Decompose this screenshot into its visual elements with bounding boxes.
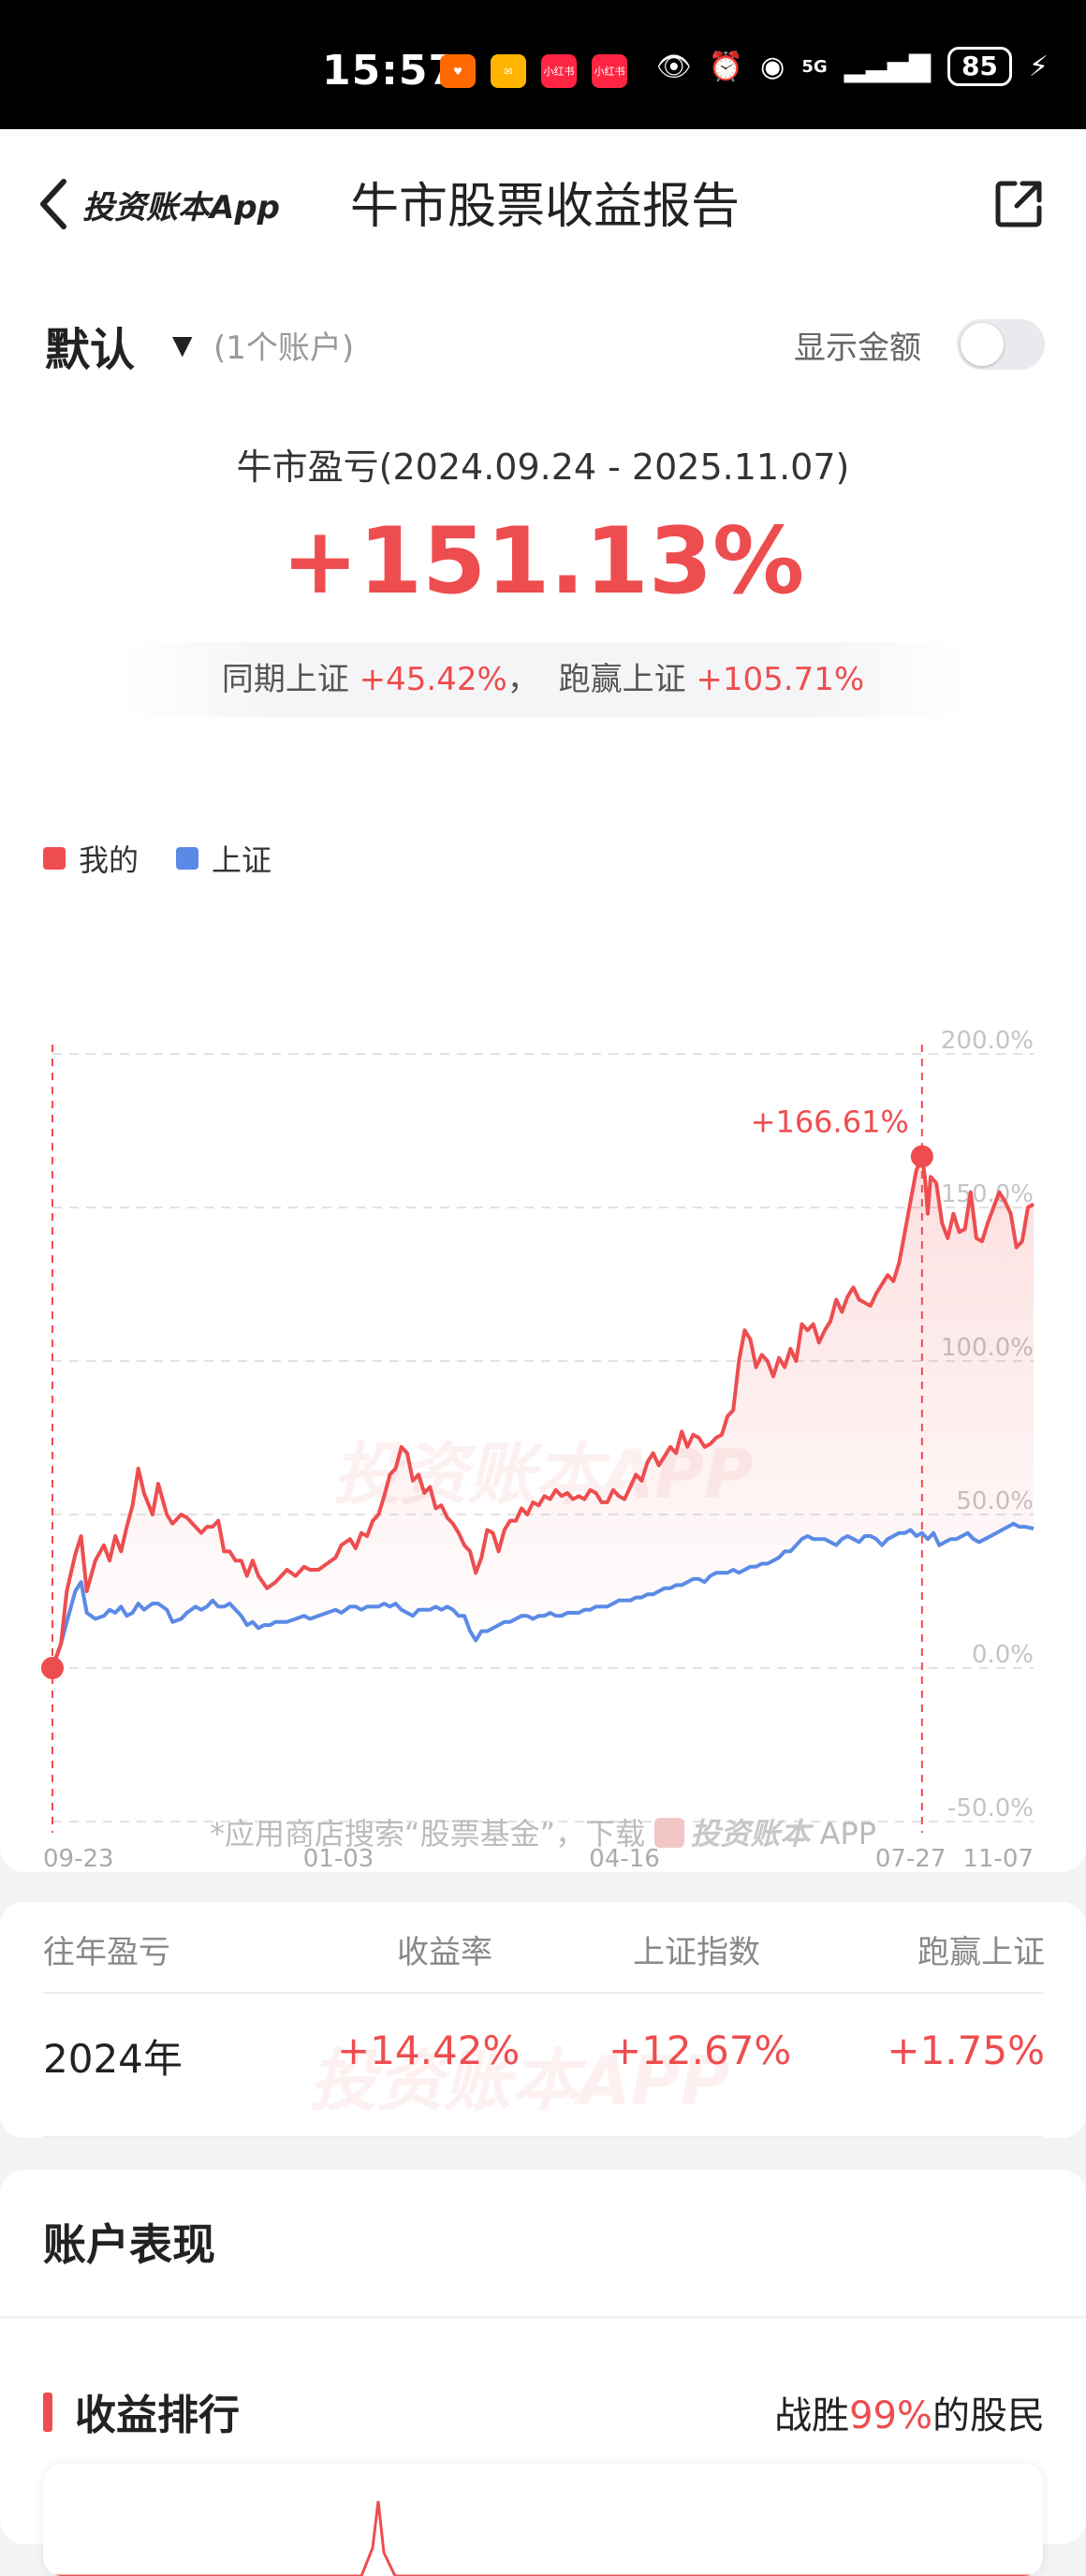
row-index: +12.67% bbox=[609, 2027, 792, 2073]
rank-distribution-chart bbox=[43, 2464, 1043, 2576]
row-beat: +1.75% bbox=[887, 2027, 1045, 2073]
col-header-index: 上证指数 bbox=[633, 1934, 760, 1971]
eye-icon: 👁 bbox=[655, 50, 692, 83]
signal-icon: ▂▃▅▇ bbox=[844, 50, 931, 83]
pnl-title: 牛市盈亏(2024.09.24 - 2025.11.07) bbox=[236, 446, 850, 488]
app-logo-icon bbox=[654, 1818, 685, 1848]
start-point bbox=[41, 1657, 64, 1679]
network-type: 5G bbox=[801, 56, 828, 77]
footnote-brand: 投资账本 bbox=[690, 1816, 811, 1852]
chevron-left-icon bbox=[40, 179, 66, 229]
series-line-mine bbox=[51, 1154, 1035, 1669]
row-rate: +14.42% bbox=[337, 2027, 521, 2073]
row-year: 2024年 bbox=[43, 2036, 183, 2082]
alarm-icon: ⏰ bbox=[708, 50, 744, 83]
watermark: 投资账本APP bbox=[309, 2042, 730, 2120]
section-marker bbox=[43, 2393, 52, 2432]
rank-prefix: 战胜 bbox=[774, 2394, 850, 2437]
beat-prefix: 跑赢上证 bbox=[558, 661, 686, 698]
outperformance-area bbox=[52, 1156, 1034, 1668]
legend-swatch-mine bbox=[43, 847, 66, 870]
rank-summary: 战胜99%的股民 bbox=[774, 2385, 1045, 2439]
xiaohongshu-icon: 小红书 bbox=[541, 54, 577, 88]
rank-suffix: 的股民 bbox=[932, 2394, 1045, 2437]
beat-value: +105.71% bbox=[696, 661, 865, 698]
status-time: 15:57 bbox=[322, 47, 459, 95]
hotspot-icon: ◉ bbox=[760, 50, 785, 83]
status-bar: 15:57 ♥ ✉ 小红书 小红书 👁 ⏰ ◉ 5G ▂▃▅▇ 85 ⚡ bbox=[0, 0, 1086, 129]
y-tick-label: 200.0% bbox=[941, 1027, 1034, 1055]
legend-label-index: 上证 bbox=[212, 842, 272, 878]
x-tick-label: 11-07 bbox=[962, 1845, 1034, 1873]
caret-down-icon[interactable]: ▼ bbox=[172, 329, 193, 360]
col-header-rate: 收益率 bbox=[397, 1934, 492, 1971]
xiaohongshu-logo-text: 小红书 bbox=[594, 66, 625, 78]
footnote-suffix: APP bbox=[810, 1816, 876, 1852]
account-selector[interactable]: 默认 bbox=[45, 324, 136, 376]
xiaohongshu-logo-text: 小红书 bbox=[543, 66, 575, 78]
peak-label: +166.61% bbox=[751, 1105, 909, 1140]
yearly-table: 投资账本APP 往年盈亏 收益率 上证指数 跑赢上证 2024年 +14.42%… bbox=[0, 1902, 1086, 2138]
legend-item-mine: 我的 bbox=[43, 837, 139, 880]
col-header-year: 往年盈亏 bbox=[43, 1934, 170, 1971]
legend-swatch-index bbox=[176, 847, 199, 870]
pnl-chart[interactable]: 投资账本APP200.0%150.0%100.0%50.0%0.0%-50.0%… bbox=[0, 897, 1086, 1889]
series-line-index bbox=[51, 1521, 1035, 1669]
rank-distribution-curve bbox=[43, 2500, 1043, 2576]
compare-prefix: 同期上证 bbox=[221, 661, 349, 698]
y-tick-label: 0.0% bbox=[972, 1641, 1034, 1669]
compare-sep: ， bbox=[506, 661, 539, 698]
x-tick-label: 01-03 bbox=[303, 1845, 374, 1873]
mail-icon: ✉ bbox=[491, 54, 526, 88]
legend-label-mine: 我的 bbox=[79, 842, 139, 878]
battery-icon: 85 bbox=[947, 47, 1012, 86]
page-title: 牛市股票收益报告 bbox=[349, 179, 740, 235]
show-amount-toggle[interactable] bbox=[957, 319, 1045, 370]
show-amount-label: 显示金额 bbox=[794, 329, 921, 367]
x-tick-label: 09-23 bbox=[43, 1845, 114, 1873]
index-return: +45.42% bbox=[359, 661, 507, 698]
col-header-beat: 跑赢上证 bbox=[917, 1934, 1045, 1971]
divider bbox=[0, 2316, 1086, 2319]
download-footnote: *应用商店搜索“股票基金”，下载 投资账本 APP bbox=[0, 1810, 1086, 1853]
taobao-icon: ♥ bbox=[440, 54, 476, 88]
xiaohongshu-icon: 小红书 bbox=[592, 54, 627, 88]
section-title: 账户表现 bbox=[43, 2219, 215, 2270]
charging-icon: ⚡ bbox=[1028, 50, 1049, 83]
account-performance: 账户表现 收益排行 战胜99%的股民 bbox=[0, 2170, 1086, 2576]
toggle-knob bbox=[961, 323, 1004, 366]
x-tick-label: 07-27 bbox=[875, 1845, 947, 1873]
footnote-prefix: *应用商店搜索“股票基金”，下载 bbox=[209, 1816, 646, 1852]
peak-point bbox=[910, 1145, 933, 1168]
system-indicators: 👁 ⏰ ◉ 5G ▂▃▅▇ 85 ⚡ bbox=[656, 47, 1049, 86]
y-tick-label: -50.0% bbox=[947, 1794, 1034, 1822]
y-tick-label: 150.0% bbox=[941, 1180, 1034, 1208]
account-count: (1个账户) bbox=[213, 329, 355, 367]
back-brand-label[interactable]: 投资账本App bbox=[82, 189, 280, 227]
compare-summary: 同期上证 +45.42%， 跑赢上证 +105.71% bbox=[122, 642, 964, 717]
divider bbox=[43, 2136, 1043, 2138]
rank-title: 收益排行 bbox=[75, 2392, 240, 2439]
x-tick-label: 04-16 bbox=[589, 1845, 660, 1873]
report-card: 投资账本App 牛市股票收益报告 默认 ▼ (1个账户) 显示金额 牛市盈亏(2… bbox=[0, 129, 1086, 1873]
rank-percent: 99% bbox=[849, 2394, 932, 2437]
legend-item-index: 上证 bbox=[176, 837, 272, 880]
notification-icons: ♥ ✉ 小红书 小红书 bbox=[440, 54, 627, 88]
share-icon[interactable] bbox=[994, 178, 1045, 228]
divider bbox=[43, 1992, 1043, 1994]
chart-legend: 我的 上证 bbox=[43, 837, 309, 880]
back-button[interactable] bbox=[36, 178, 69, 239]
pnl-value: +151.13% bbox=[281, 508, 805, 615]
